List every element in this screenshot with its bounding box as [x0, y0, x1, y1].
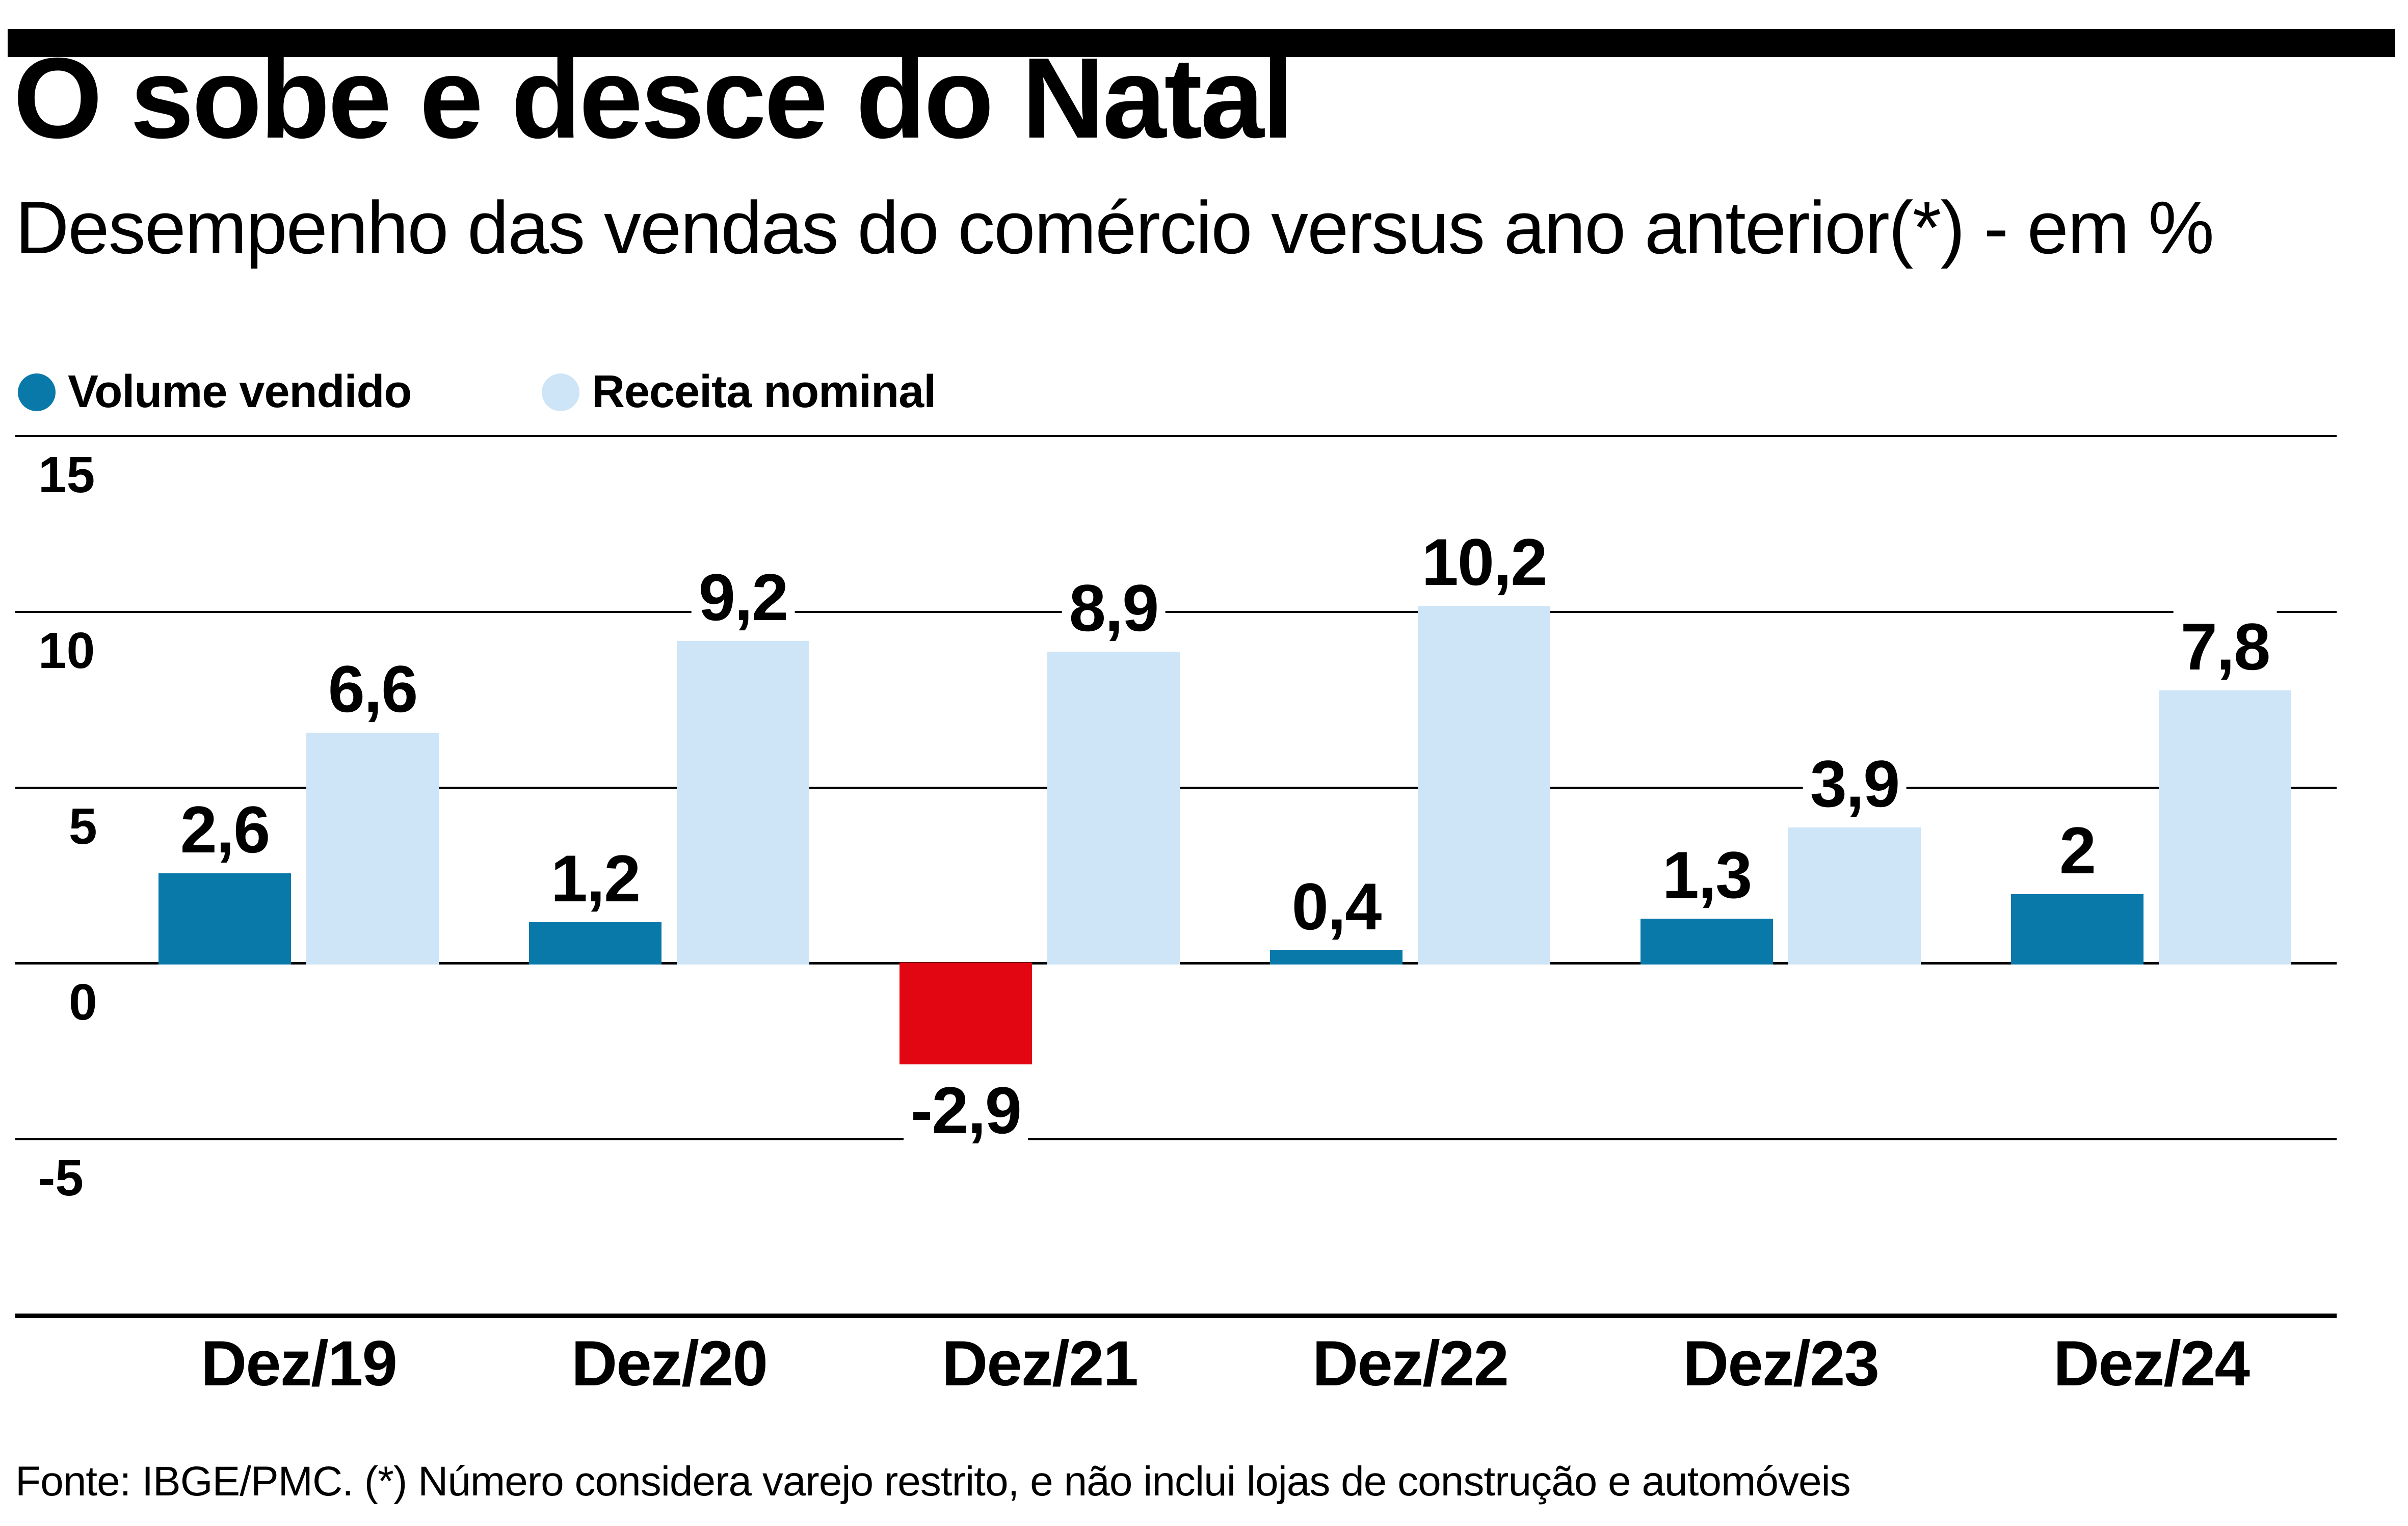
- y-axis-label-5: 5: [69, 798, 97, 855]
- x-axis-label-dez20: Dez/20: [571, 1328, 768, 1399]
- value-label-receita-dez20: 9,2: [691, 560, 795, 634]
- value-label-receita-dez22: 10,2: [1414, 525, 1554, 599]
- bar-volume-dez22: [1270, 950, 1403, 965]
- x-axis-label-dez24: Dez/24: [2053, 1328, 2250, 1399]
- value-label-receita-dez24: 7,8: [2173, 609, 2277, 683]
- x-axis-label-dez19: Dez/19: [200, 1328, 398, 1399]
- chart-bottom-border: [15, 1314, 2337, 1318]
- legend-item-volume: Volume vendido: [18, 366, 412, 418]
- value-label-volume-dez23: 1,3: [1655, 838, 1759, 912]
- page-title: O sobe e desce do Natal: [13, 34, 1294, 162]
- value-label-volume-dez20: 1,2: [543, 842, 647, 916]
- gridline-10: [15, 611, 2337, 613]
- value-label-volume-dez24: 2: [2052, 814, 2103, 887]
- gridline--5: [15, 1138, 2337, 1140]
- bar-receita-dez24: [2159, 690, 2291, 965]
- bar-volume-dez19: [158, 873, 291, 965]
- bar-volume-dez20: [529, 922, 661, 965]
- bar-volume-dez21: [899, 962, 1032, 1065]
- bar-receita-dez19: [306, 732, 439, 965]
- y-axis-label-10: 10: [38, 622, 95, 679]
- gridline-15: [15, 435, 2337, 437]
- legend-item-receita: Receita nominal: [542, 366, 936, 418]
- value-label-volume-dez22: 0,4: [1284, 870, 1388, 944]
- value-label-receita-dez19: 6,6: [321, 652, 425, 726]
- y-axis-label-15: 15: [38, 446, 95, 503]
- bar-receita-dez20: [677, 641, 809, 965]
- legend-item-label: Volume vendido: [68, 366, 412, 417]
- bar-receita-dez22: [1418, 606, 1550, 965]
- bar-receita-dez21: [1047, 651, 1180, 965]
- x-axis-label-dez22: Dez/22: [1312, 1328, 1509, 1399]
- value-label-receita-dez21: 8,9: [1062, 571, 1166, 645]
- bar-volume-dez24: [2011, 894, 2144, 965]
- legend-dot-volume-icon: [18, 373, 56, 411]
- value-label-volume-dez19: 2,6: [173, 792, 277, 866]
- legend-dot-receita-icon: [542, 373, 579, 411]
- top-black-bar: [8, 29, 2395, 57]
- source-note: Fonte: IBGE/PMC. (*) Número considera va…: [15, 1458, 1851, 1505]
- bar-receita-dez23: [1788, 827, 1921, 965]
- value-label-receita-dez23: 3,9: [1803, 746, 1907, 820]
- x-axis-label-dez21: Dez/21: [941, 1328, 1139, 1399]
- y-axis-label-0: 0: [69, 974, 97, 1031]
- page-subtitle: Desempenho das vendas do comércio versus…: [15, 186, 2214, 269]
- value-label-volume-dez21: -2,9: [903, 1074, 1028, 1147]
- y-axis-label--5: -5: [38, 1149, 84, 1207]
- legend-item-label: Receita nominal: [592, 366, 936, 417]
- x-axis-label-dez23: Dez/23: [1682, 1328, 1880, 1399]
- bar-volume-dez23: [1640, 919, 1773, 965]
